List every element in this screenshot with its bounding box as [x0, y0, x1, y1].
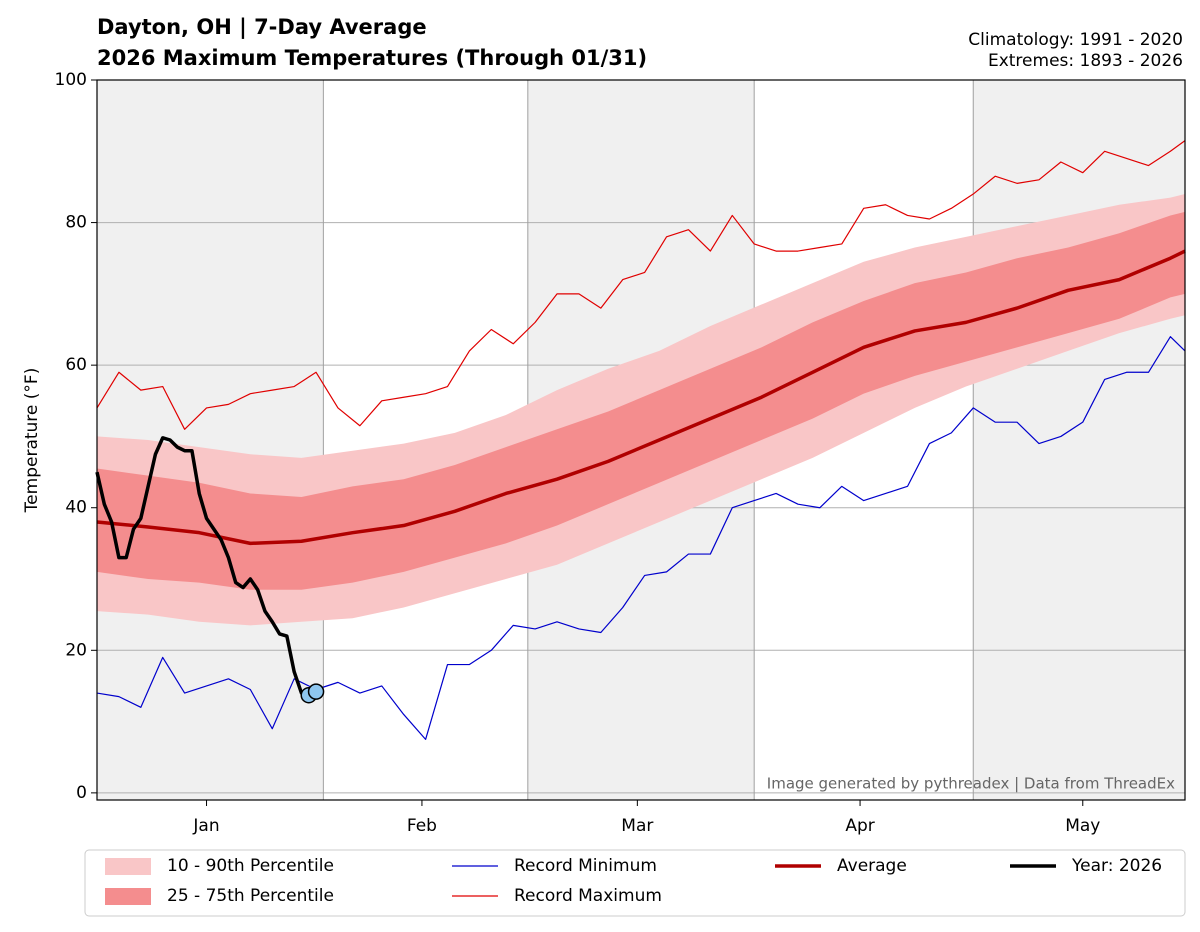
y-axis-label: Temperature (°F)	[22, 368, 42, 514]
legend-label: Record Minimum	[514, 856, 657, 876]
y-tick-label: 100	[55, 70, 87, 90]
x-tick-label: Mar	[621, 816, 653, 836]
y-tick-label: 80	[65, 213, 87, 233]
legend-swatch	[105, 888, 151, 905]
legend-label: Record Maximum	[514, 886, 662, 906]
extremes-note: Extremes: 1893 - 2026	[988, 51, 1183, 71]
legend-swatch	[105, 858, 151, 875]
x-tick-label: Feb	[407, 816, 437, 836]
series-line	[96, 140, 1186, 430]
climatology-note: Climatology: 1991 - 2020	[968, 30, 1183, 50]
y-tick-label: 40	[65, 498, 87, 518]
legend-label: 10 - 90th Percentile	[167, 856, 334, 876]
series-line	[96, 249, 1186, 546]
y-tick-label: 20	[65, 640, 87, 660]
series-line	[96, 336, 1186, 741]
legend-label: Year: 2026	[1071, 856, 1162, 876]
legend-box	[84, 849, 1186, 917]
y-tick-label: 0	[76, 783, 87, 803]
x-tick-label: Jan	[192, 816, 219, 836]
x-tick-label: May	[1065, 816, 1100, 836]
percentile-band	[97, 211, 1185, 590]
chart-subtitle: 2026 Maximum Temperatures (Through 01/31…	[97, 46, 647, 70]
series-line	[95, 436, 317, 697]
legend-label: 25 - 75th Percentile	[167, 886, 334, 906]
annotation: Image generated by pythreadex | Data fro…	[767, 775, 1175, 793]
end-marker	[307, 683, 325, 700]
y-tick-label: 60	[65, 355, 87, 375]
month-shade	[973, 80, 1185, 800]
x-tick-label: Apr	[845, 816, 874, 836]
chart-title: Dayton, OH | 7-Day Average	[97, 15, 427, 40]
legend-label: Average	[837, 856, 907, 876]
plot-frame	[96, 79, 1186, 801]
